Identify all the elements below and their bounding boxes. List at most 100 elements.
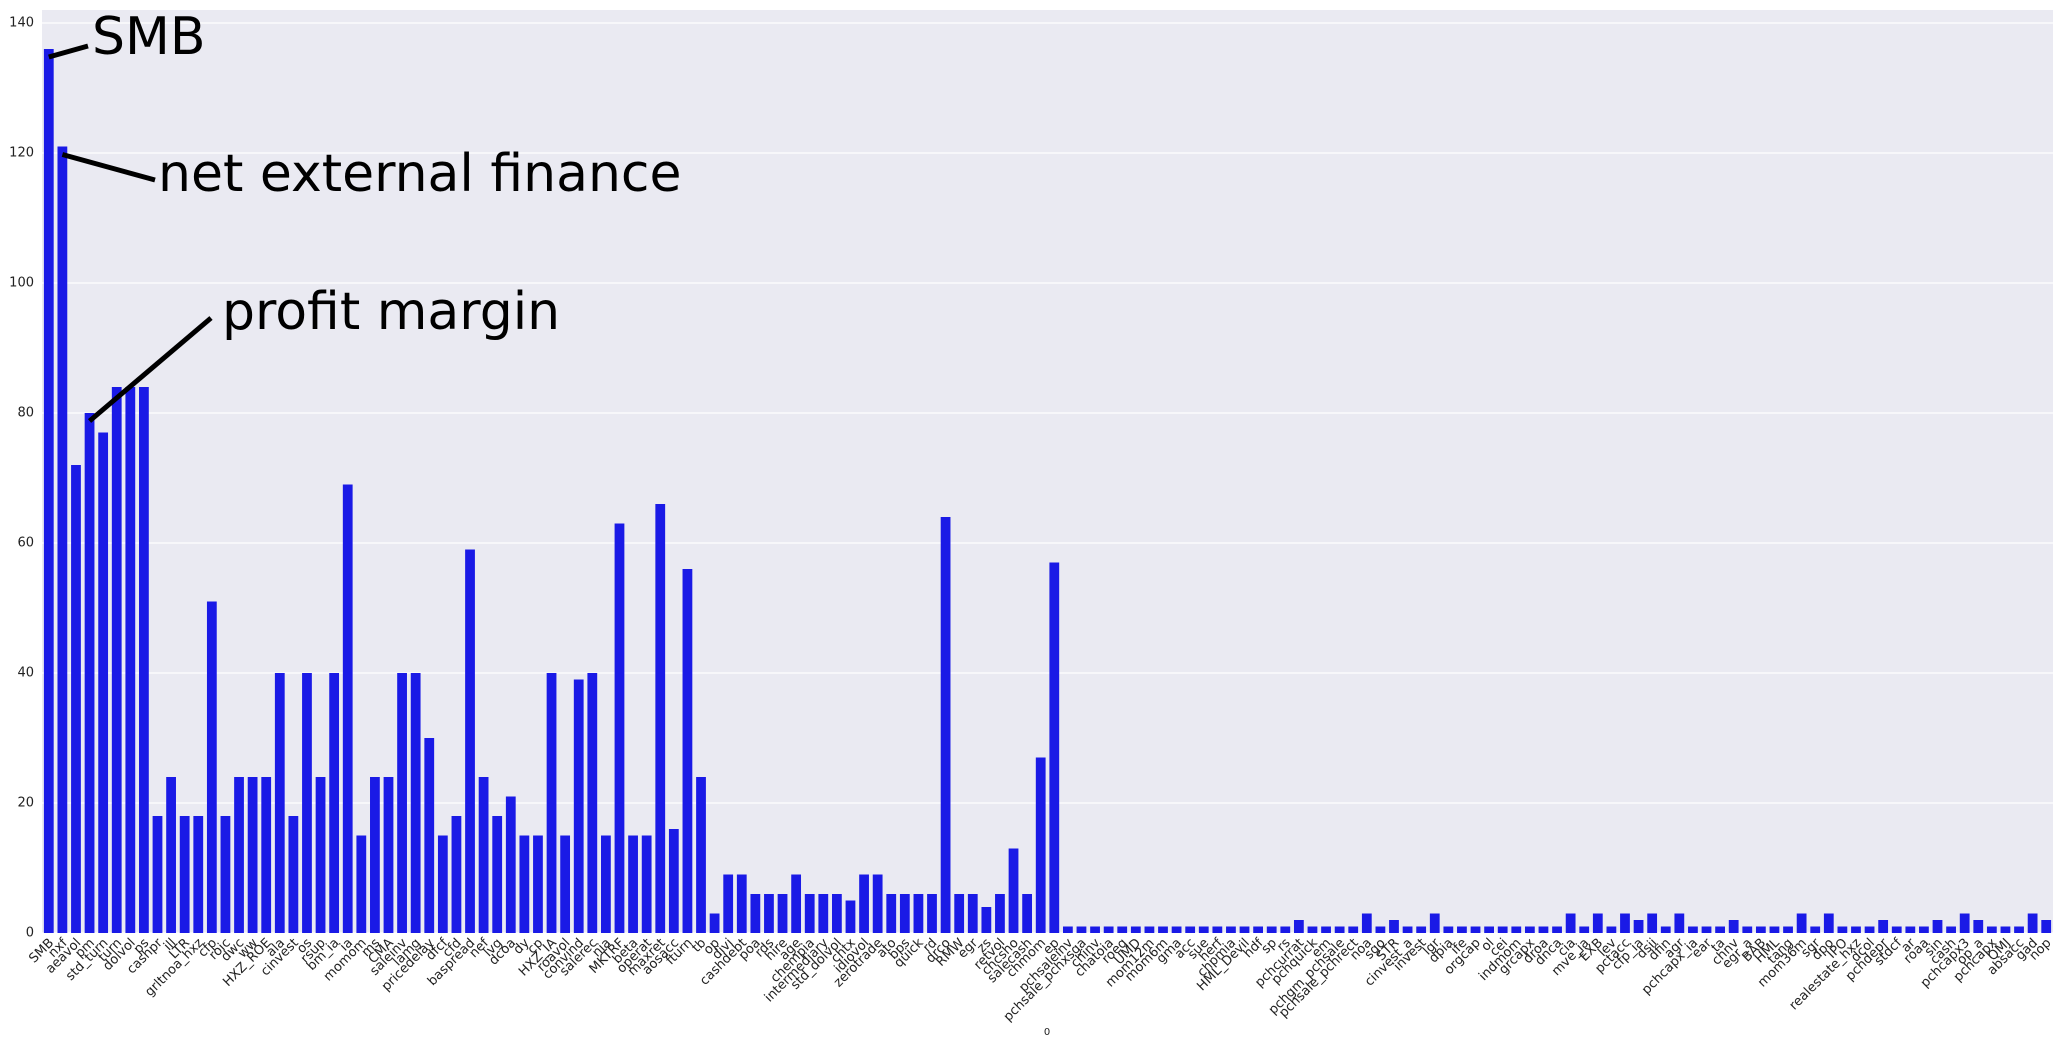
bar	[764, 894, 774, 933]
bar	[1226, 926, 1236, 933]
bar	[995, 894, 1005, 933]
bar	[1117, 926, 1128, 933]
bar	[1171, 926, 1182, 933]
bar	[84, 413, 95, 933]
bar	[1851, 926, 1861, 933]
bar	[424, 738, 435, 933]
bar	[1932, 920, 1943, 933]
bar	[1062, 926, 1073, 933]
bar	[451, 816, 462, 933]
bar	[859, 874, 869, 933]
bar	[1253, 926, 1264, 933]
bar	[573, 679, 584, 933]
bar	[1497, 926, 1508, 933]
bar	[1375, 926, 1386, 933]
bar	[2041, 920, 2052, 933]
bar	[1511, 926, 1522, 933]
bar	[1973, 920, 1984, 933]
bar	[1212, 926, 1223, 933]
bar	[247, 777, 258, 933]
y-tick-label: 140	[9, 16, 34, 31]
bar	[1919, 926, 1929, 933]
bar	[1524, 926, 1535, 933]
bar	[1008, 848, 1019, 933]
bar	[1660, 926, 1671, 933]
bar	[1647, 913, 1658, 933]
bar	[1049, 562, 1060, 933]
bar	[1185, 926, 1196, 933]
bar	[1090, 926, 1100, 933]
bar	[546, 673, 557, 933]
bar	[397, 673, 407, 933]
bar	[111, 387, 122, 933]
bar	[1878, 920, 1889, 933]
bar	[1130, 926, 1141, 933]
annotation-line	[61, 152, 156, 183]
bar	[845, 900, 856, 933]
bar	[1429, 913, 1440, 933]
bar	[641, 835, 652, 933]
bar	[628, 835, 638, 933]
bar	[587, 673, 598, 933]
bar	[1606, 926, 1617, 933]
bar	[220, 816, 231, 933]
bar	[302, 673, 312, 933]
y-tick-label: 120	[9, 146, 34, 161]
y-tick-label: 40	[17, 666, 34, 681]
bar	[98, 432, 109, 933]
bar	[261, 777, 272, 933]
bar	[1823, 913, 1834, 933]
bar	[234, 777, 244, 933]
annotation: net external finance	[158, 144, 681, 204]
bar	[1158, 926, 1168, 933]
bar	[818, 894, 829, 933]
y-tick-label: 80	[17, 406, 34, 421]
bar	[709, 913, 720, 933]
bar	[179, 816, 190, 933]
bar	[1769, 926, 1780, 933]
bar	[1321, 926, 1331, 933]
bar	[1755, 926, 1766, 933]
bar	[2014, 926, 2024, 933]
bar	[1905, 926, 1916, 933]
bar	[954, 894, 965, 933]
bar	[614, 523, 625, 933]
bar	[1796, 913, 1807, 933]
bar	[1701, 926, 1712, 933]
bar	[1688, 926, 1698, 933]
bar	[560, 835, 571, 933]
bar	[1103, 926, 1114, 933]
bar	[139, 387, 149, 933]
bar	[1144, 926, 1155, 933]
bar	[71, 465, 81, 933]
bar	[791, 874, 802, 933]
annotation: SMB	[92, 7, 206, 67]
bar	[1633, 920, 1644, 933]
bar	[1239, 926, 1250, 933]
bar	[1457, 926, 1467, 933]
bar	[2000, 926, 2011, 933]
bar	[1484, 926, 1494, 933]
bar	[1307, 926, 1318, 933]
bar	[927, 894, 937, 933]
bar	[1959, 913, 1970, 933]
bar	[1035, 757, 1046, 933]
bar	[750, 894, 761, 933]
bar	[668, 829, 679, 933]
bar	[1538, 926, 1549, 933]
bar	[152, 816, 163, 933]
bar	[43, 49, 54, 933]
bar	[329, 673, 340, 933]
bar	[1783, 926, 1793, 933]
bar	[1443, 926, 1454, 933]
bar	[1076, 926, 1087, 933]
bar	[886, 894, 897, 933]
y-tick-label: 100	[9, 276, 34, 291]
bar	[1592, 913, 1603, 933]
bar	[682, 569, 693, 933]
bar	[1348, 926, 1359, 933]
bar	[370, 777, 380, 933]
bar	[1810, 926, 1821, 933]
bar	[383, 777, 394, 933]
bar	[1334, 926, 1345, 933]
